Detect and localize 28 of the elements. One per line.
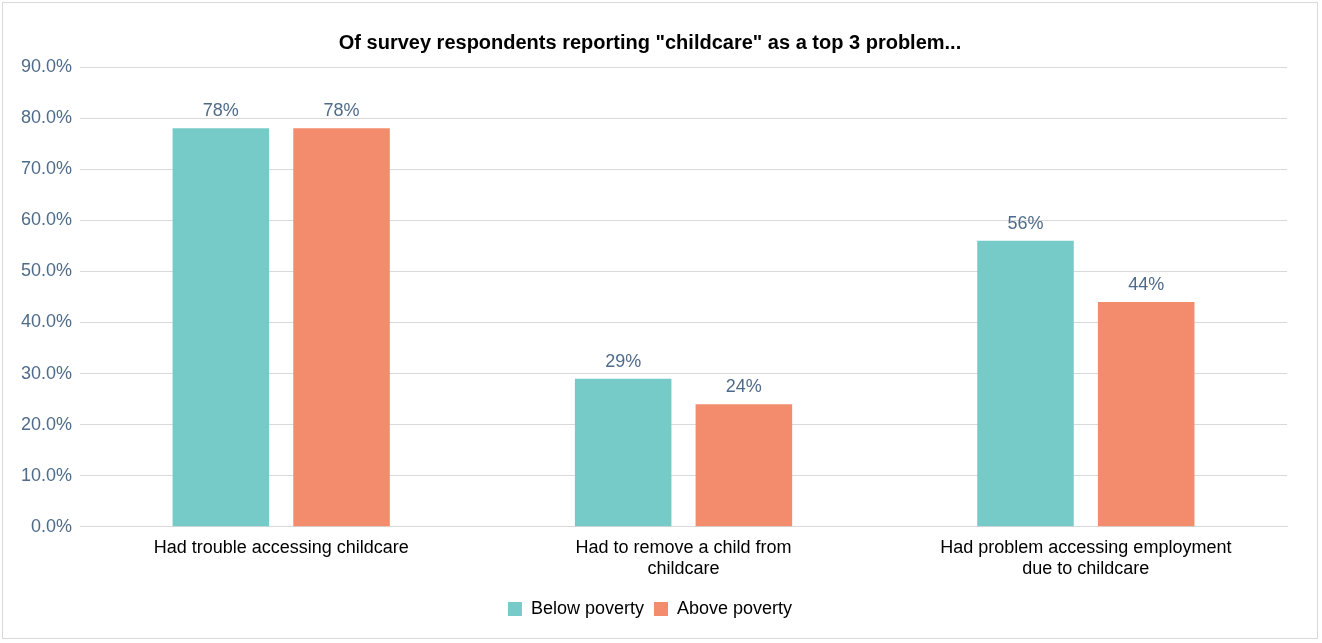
y-tick-label: 60.0% bbox=[20, 209, 73, 230]
legend-label: Below poverty bbox=[530, 597, 644, 618]
data-label: 78% bbox=[323, 100, 360, 121]
y-tick-label: 80.0% bbox=[20, 107, 73, 128]
data-label: 56% bbox=[1007, 212, 1044, 233]
bar bbox=[1097, 302, 1195, 527]
bar bbox=[293, 128, 390, 527]
y-tick-label: 20.0% bbox=[20, 413, 73, 434]
data-label: 78% bbox=[202, 100, 239, 121]
bar bbox=[574, 378, 672, 527]
bar bbox=[695, 404, 793, 527]
bar bbox=[172, 128, 270, 527]
data-label: 29% bbox=[605, 350, 642, 371]
legend-label: Above poverty bbox=[676, 597, 793, 618]
y-tick-label: 30.0% bbox=[20, 362, 73, 383]
y-tick-label: 40.0% bbox=[20, 311, 73, 332]
y-tick-label: 50.0% bbox=[20, 260, 73, 281]
y-tick-label: 70.0% bbox=[20, 158, 73, 179]
data-label: 24% bbox=[725, 376, 762, 397]
y-tick-label: 10.0% bbox=[20, 464, 73, 485]
x-tick-label: Had problem accessing employment due to childcare bbox=[940, 536, 1232, 579]
bar bbox=[977, 240, 1074, 527]
y-tick-label: 90.0% bbox=[20, 55, 73, 76]
chart-title: Of survey respondents reporting "childcare" as a top 3 problem... bbox=[338, 30, 962, 53]
data-label: 44% bbox=[1128, 273, 1165, 294]
y-tick-label: 0.0% bbox=[31, 515, 73, 536]
x-tick-label: Had trouble accessing childcare bbox=[153, 536, 409, 557]
x-tick-label: Had to remove a child from childcare bbox=[575, 536, 792, 579]
